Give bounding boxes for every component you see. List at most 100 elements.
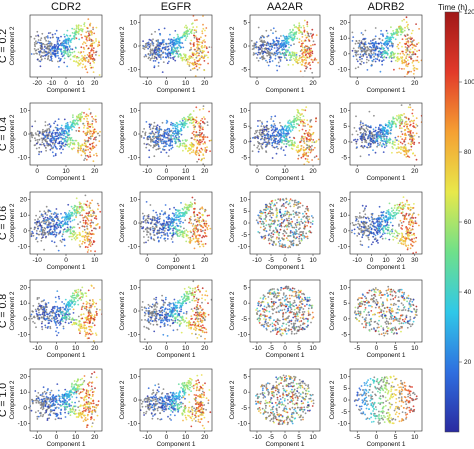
data-point — [50, 42, 53, 45]
data-point — [265, 59, 267, 62]
data-point — [86, 154, 89, 157]
data-point — [98, 227, 101, 229]
data-point — [145, 146, 148, 149]
data-point — [157, 54, 160, 57]
data-point — [385, 133, 388, 135]
x-tick-label: -10 — [32, 257, 42, 264]
data-point — [406, 34, 409, 36]
data-point — [399, 28, 402, 31]
data-point — [302, 155, 305, 158]
data-point — [183, 58, 186, 61]
data-point — [204, 34, 207, 37]
data-point — [312, 139, 315, 141]
data-point — [32, 234, 35, 237]
data-point — [79, 233, 81, 235]
data-point — [158, 125, 161, 128]
data-point — [261, 131, 264, 134]
data-point — [71, 128, 73, 131]
data-point — [417, 42, 420, 44]
data-point — [178, 39, 181, 41]
data-point — [200, 36, 202, 39]
data-point — [275, 152, 278, 155]
data-point — [382, 47, 385, 49]
data-point — [376, 137, 379, 140]
data-point — [162, 148, 164, 151]
data-point — [410, 32, 413, 35]
data-point — [152, 38, 154, 41]
data-point — [170, 51, 173, 54]
data-point — [42, 128, 44, 131]
x-tick-label: 20 — [411, 168, 419, 175]
data-point — [36, 30, 39, 33]
data-point — [186, 63, 189, 65]
data-point — [373, 48, 375, 51]
data-point — [308, 53, 310, 56]
data-point — [77, 151, 80, 154]
data-point — [263, 40, 265, 42]
data-point — [43, 227, 46, 229]
data-point — [161, 142, 163, 145]
scatter-points — [140, 196, 212, 250]
data-point — [277, 41, 280, 43]
data-point — [181, 58, 184, 61]
data-point — [202, 57, 205, 59]
data-point — [190, 137, 193, 140]
data-point — [46, 142, 48, 145]
data-point — [313, 141, 316, 144]
data-point — [155, 221, 158, 224]
data-point — [194, 119, 197, 122]
data-point — [297, 123, 299, 126]
data-point — [88, 108, 91, 110]
data-point — [153, 144, 155, 147]
data-point — [288, 144, 290, 146]
data-point — [397, 146, 399, 148]
data-point — [262, 57, 265, 59]
data-point — [34, 120, 37, 123]
data-point — [315, 117, 317, 119]
data-point — [196, 45, 199, 48]
data-point — [200, 147, 203, 150]
data-point — [196, 40, 198, 43]
data-point — [256, 57, 258, 59]
data-point — [278, 45, 281, 47]
data-point — [372, 58, 375, 61]
data-point — [35, 49, 38, 52]
data-point — [59, 224, 61, 227]
data-point — [278, 37, 281, 40]
data-point — [183, 142, 186, 145]
data-point — [202, 40, 205, 42]
data-point — [373, 52, 375, 54]
data-point — [85, 44, 88, 47]
data-point — [85, 245, 87, 248]
data-point — [162, 41, 165, 43]
data-point — [174, 40, 177, 42]
data-point — [416, 56, 419, 58]
data-point — [49, 210, 52, 213]
data-point — [62, 132, 65, 134]
data-point — [180, 121, 183, 124]
data-point — [166, 232, 169, 235]
data-point — [368, 154, 370, 156]
data-point — [181, 42, 184, 44]
data-point — [406, 47, 409, 50]
data-point — [75, 129, 78, 132]
data-point — [370, 49, 372, 52]
data-point — [286, 40, 289, 42]
data-point — [360, 32, 363, 34]
data-point — [90, 226, 92, 229]
data-point — [165, 133, 168, 135]
data-point — [68, 235, 71, 238]
data-point — [65, 38, 68, 41]
data-point — [84, 152, 86, 154]
data-point — [373, 114, 375, 117]
data-point — [49, 215, 51, 218]
scatter-points — [350, 103, 422, 161]
data-point — [287, 41, 290, 44]
data-point — [93, 51, 95, 54]
data-point — [355, 142, 358, 145]
data-point — [269, 42, 272, 45]
data-point — [90, 221, 93, 224]
data-point — [204, 118, 206, 120]
data-point — [392, 116, 394, 119]
data-point — [143, 142, 146, 145]
